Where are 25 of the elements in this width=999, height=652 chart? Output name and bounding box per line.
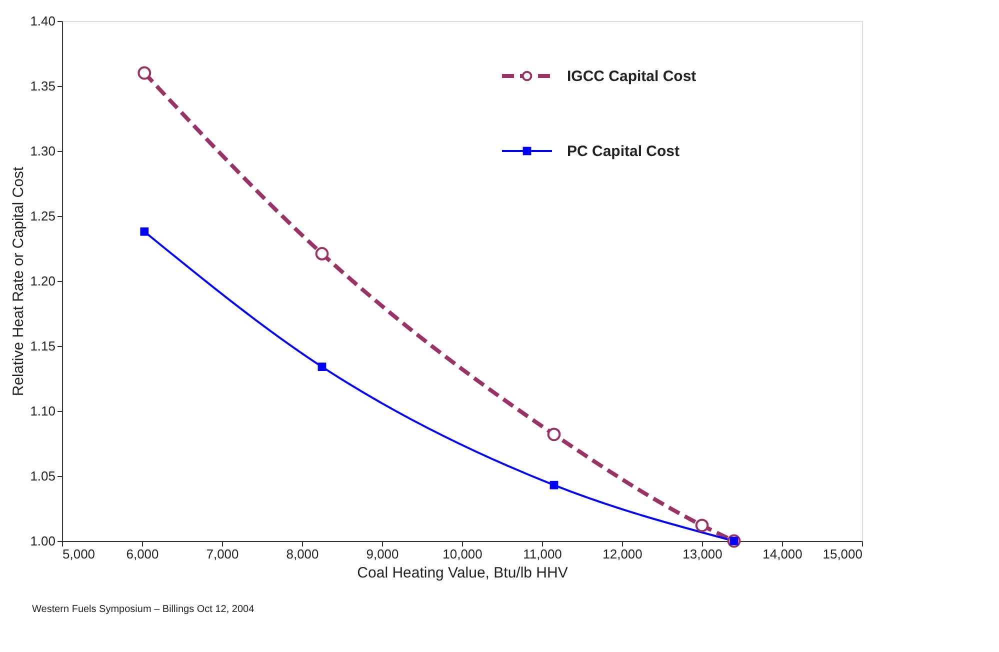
- x-tick-label: 13,000: [682, 546, 722, 562]
- x-axis-title: Coal Heating Value, Btu/lb HHV: [357, 564, 568, 582]
- y-tick-label: 1.35: [30, 78, 56, 94]
- y-axis-title: Relative Heat Rate or Capital Cost: [10, 166, 28, 396]
- y-tick-label: 1.05: [30, 468, 56, 484]
- x-tick-label: 14,000: [762, 546, 802, 562]
- x-tick-label: 6,000: [126, 546, 159, 562]
- y-tick-label: 1.15: [30, 338, 56, 354]
- x-tick-label: 11,000: [523, 546, 562, 562]
- y-tick-label: 1.20: [30, 274, 56, 288]
- y-tick-label: 1.25: [30, 208, 56, 224]
- y-tick-label: 1.10: [30, 404, 56, 418]
- x-tick-label: 15,000: [822, 546, 862, 562]
- x-tick-label: 10,000: [442, 546, 482, 562]
- x-tick-label: 7,000: [206, 546, 239, 562]
- legend-label: IGCC Capital Cost: [567, 68, 696, 85]
- x-tick-label: 8,000: [286, 546, 319, 562]
- y-tick-label: 1.40: [30, 14, 56, 28]
- x-tick-label: 9,000: [366, 546, 399, 562]
- text: Western Fuels Symposium – Billings Oct 12, 2004: [32, 604, 255, 615]
- legend-label: PC Capital Cost: [567, 143, 680, 160]
- y-tick-label: 1.30: [30, 144, 56, 158]
- y-tick-label: 1.00: [30, 534, 56, 548]
- x-tick-label: 12,000: [602, 546, 642, 562]
- x-tick-label: 5,000: [62, 546, 96, 562]
